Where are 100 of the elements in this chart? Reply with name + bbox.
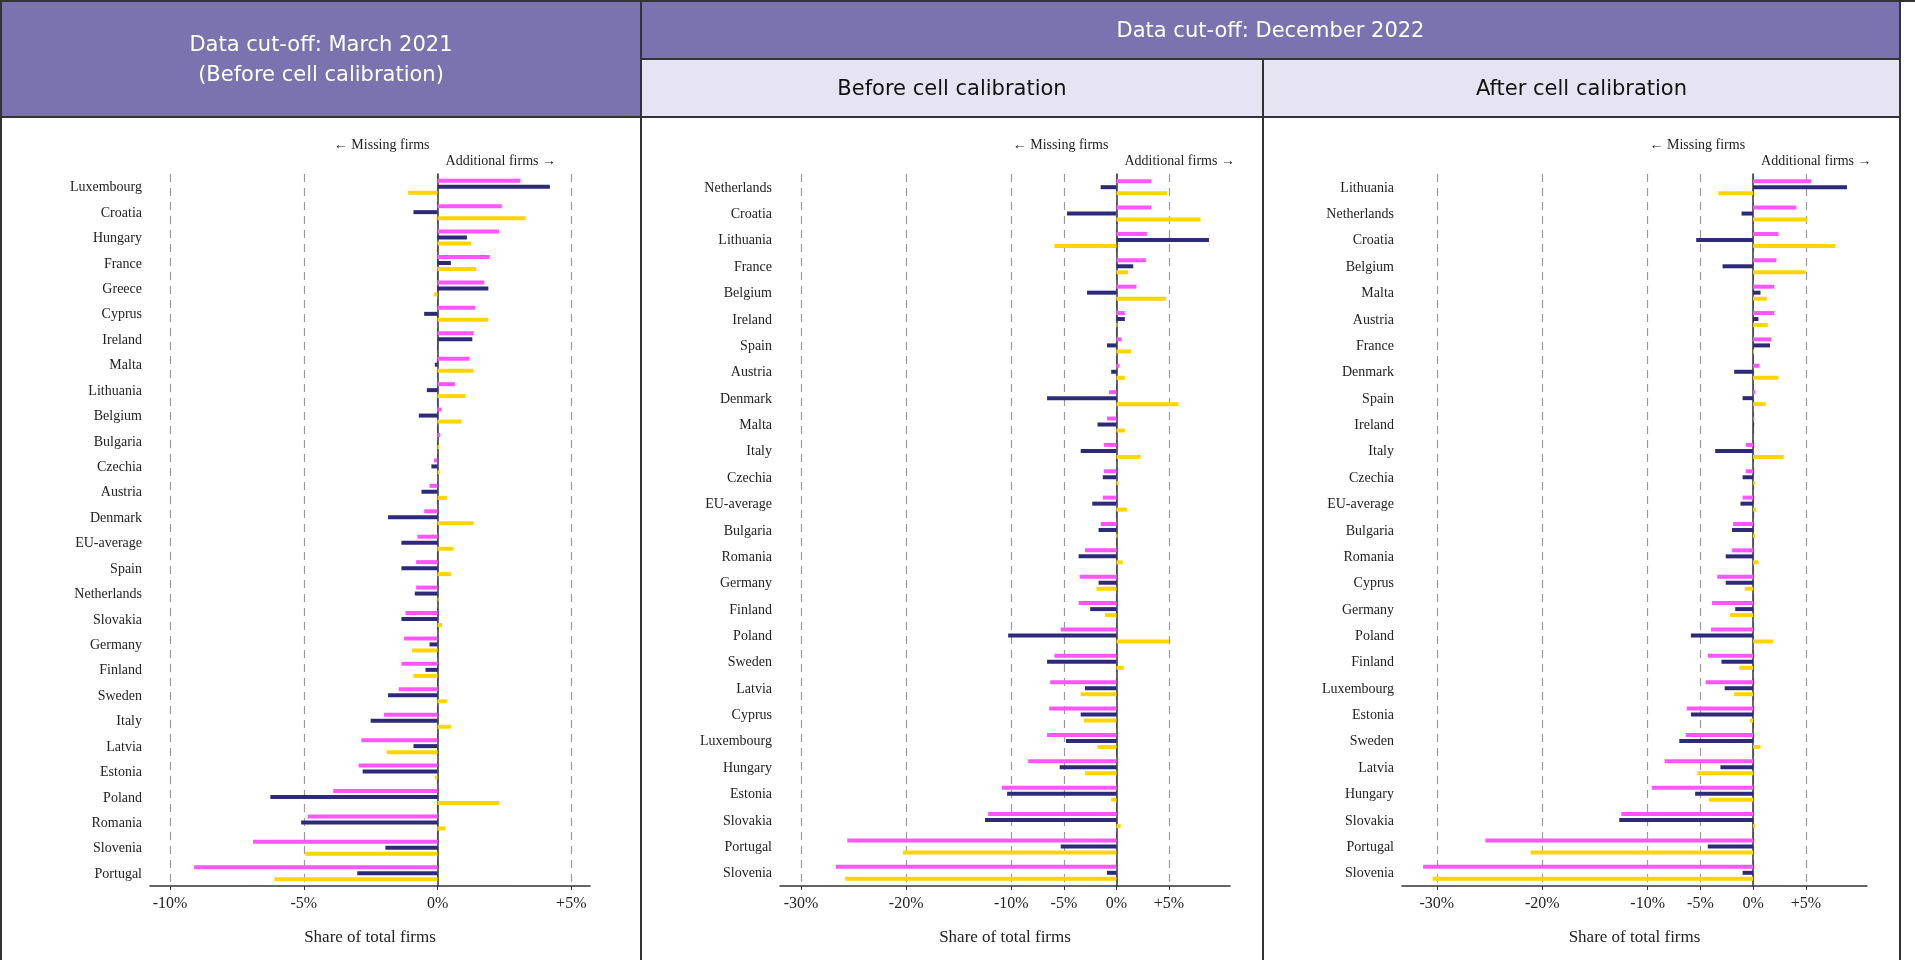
y-tick-label: Estonia: [730, 786, 773, 802]
bar: [1001, 785, 1117, 790]
bar: [437, 337, 473, 342]
bar: [388, 693, 438, 698]
bar: [1753, 390, 1756, 395]
y-tick-label: Germany: [719, 575, 772, 591]
y-tick-label: Cyprus: [731, 707, 772, 723]
bar: [1753, 258, 1777, 263]
bar: [1717, 574, 1754, 579]
bar: [1740, 501, 1754, 506]
bar: [1116, 264, 1134, 269]
bar: [425, 667, 438, 672]
bar: [437, 801, 500, 805]
bar: [437, 382, 455, 387]
bar: [1753, 639, 1774, 644]
y-tick-label: Luxembourg: [699, 733, 772, 749]
y-tick-label: Belgium: [1345, 258, 1395, 274]
y-tick-label: Romania: [721, 548, 773, 564]
y-tick-label: Poland: [103, 789, 142, 805]
y-tick-label: Bulgaria: [93, 433, 143, 449]
bar: [429, 642, 438, 647]
y-tick-label: Latvia: [106, 738, 143, 754]
bar: [1060, 844, 1117, 849]
y-tick-label: Denmark: [719, 390, 772, 406]
y-tick-label: Latvia: [1358, 759, 1395, 775]
bar: [401, 566, 438, 571]
bar: [1753, 290, 1761, 295]
bar: [437, 178, 521, 183]
bar: [1619, 818, 1754, 823]
text: ← Missing firms: [1649, 136, 1746, 152]
bar: [1100, 185, 1117, 190]
y-tick-label: Slovenia: [93, 840, 143, 856]
bar: [1696, 237, 1754, 242]
y-tick-label: EU-average: [75, 535, 142, 551]
bar: [1741, 211, 1754, 216]
y-tick-label: Latvia: [736, 680, 773, 696]
bar: [437, 521, 474, 526]
bar: [1116, 296, 1166, 301]
bar: [1078, 554, 1117, 559]
bar: [1753, 284, 1775, 289]
bar: [1715, 448, 1754, 453]
bar: [1050, 680, 1117, 685]
y-tick-label: Denmark: [1341, 364, 1394, 380]
y-tick-label: Spain: [1362, 390, 1394, 406]
y-tick-label: Greece: [102, 280, 142, 296]
bar: [437, 826, 446, 831]
bar: [1096, 586, 1117, 591]
bar: [1753, 337, 1772, 342]
bar: [1116, 284, 1137, 289]
y-tick-label: Belgium: [93, 408, 143, 424]
bar: [1102, 475, 1117, 480]
bar: [1116, 507, 1127, 512]
x-tick-label: +5%: [1790, 893, 1822, 911]
bar: [437, 356, 470, 361]
bar: [1103, 442, 1117, 447]
y-tick-label: Slovakia: [1345, 812, 1395, 828]
y-tick-label: Lithuania: [88, 382, 143, 398]
bar: [1049, 706, 1117, 711]
bar: [1080, 712, 1117, 717]
bar: [404, 636, 438, 641]
bar: [362, 769, 438, 774]
x-tick-label: 0%: [1105, 893, 1128, 911]
bar: [1710, 627, 1754, 632]
bar: [408, 190, 438, 195]
bar: [1087, 290, 1117, 295]
bar: [988, 812, 1117, 817]
chart-title: Data cut-off: December 2022: [1116, 16, 1425, 44]
bar: [1753, 534, 1756, 538]
bar: [1059, 765, 1117, 770]
bar: [1722, 264, 1754, 269]
x-tick-label: -5%: [290, 893, 318, 911]
y-tick-label: Ireland: [1354, 417, 1394, 433]
bar: [386, 750, 438, 755]
bar: [1485, 838, 1754, 843]
bar: [1753, 507, 1757, 512]
y-tick-label: Austria: [100, 484, 143, 500]
bar: [1080, 448, 1117, 453]
y-tick-label: Finland: [1351, 654, 1394, 670]
y-tick-label: Italy: [746, 443, 772, 459]
bar: [431, 464, 438, 469]
bar: [1083, 718, 1117, 723]
bar: [1708, 797, 1754, 802]
bar: [1753, 744, 1761, 749]
bar: [437, 699, 447, 704]
bar: [1753, 185, 1847, 190]
bar: [1084, 548, 1117, 553]
bar: [412, 648, 438, 653]
bar: [1753, 363, 1760, 368]
y-tick-label: Finland: [729, 601, 772, 617]
text: Additional firms →: [1761, 152, 1872, 168]
bar: [1116, 179, 1152, 184]
bar: [194, 865, 438, 870]
bar: [1712, 601, 1754, 606]
y-tick-label: EU-average: [1327, 496, 1394, 512]
bar: [1090, 607, 1117, 612]
text: ← Missing firms: [1012, 136, 1109, 152]
y-tick-label: Hungary: [93, 230, 142, 246]
x-tick-label: -10%: [152, 893, 188, 911]
x-tick-label: -20%: [1524, 893, 1560, 911]
bar: [1103, 469, 1117, 474]
